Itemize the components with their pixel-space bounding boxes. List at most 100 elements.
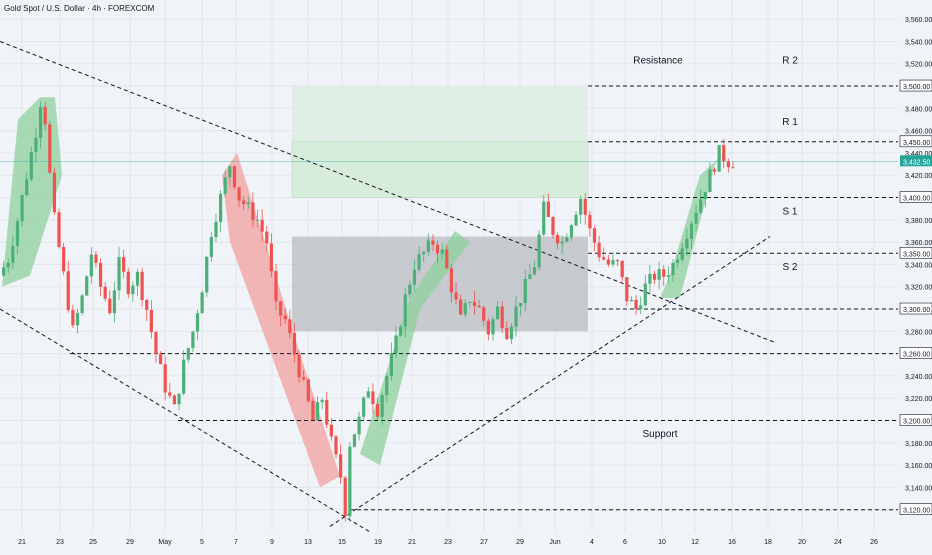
candle-body <box>680 248 684 260</box>
candle-body <box>509 326 514 340</box>
candle-body <box>375 404 380 417</box>
candle-body <box>357 416 361 435</box>
candle-body <box>186 348 190 360</box>
candle-body <box>283 315 287 320</box>
candle-body <box>482 307 486 321</box>
candle-body <box>348 446 352 517</box>
candle-body <box>11 245 15 263</box>
candle-body <box>417 254 421 270</box>
candle-body <box>140 271 144 300</box>
candle-body <box>306 379 310 402</box>
candle-body <box>218 193 223 222</box>
candle-body <box>112 290 117 314</box>
level-price-label: 3,120.00 <box>903 508 930 515</box>
candle-body <box>495 306 500 320</box>
candle-body <box>523 279 527 304</box>
y-tick-label: 3,420.00 <box>905 173 932 180</box>
candle-body <box>472 301 477 306</box>
chart-title: Gold Spot / U.S. Dollar · 4h · FOREXCOM <box>4 4 155 13</box>
candle-body <box>731 167 735 169</box>
candle-body <box>712 169 717 172</box>
candle-body <box>311 401 315 421</box>
x-tick-label: 7 <box>234 539 238 546</box>
candle-body <box>209 237 213 257</box>
y-tick-label: 3,360.00 <box>905 240 932 247</box>
candle-body <box>237 187 241 201</box>
x-tick-label: 4 <box>590 539 594 546</box>
candle-body <box>352 434 357 447</box>
candle-body <box>389 353 393 377</box>
y-tick-label: 3,520.00 <box>905 62 932 69</box>
level-price-box <box>899 347 932 359</box>
level-price-box <box>899 191 932 203</box>
candle-body <box>648 273 652 284</box>
candle-body <box>279 301 283 316</box>
candle-body <box>62 246 66 272</box>
candle-body <box>108 298 112 314</box>
current-price-box <box>900 155 932 167</box>
candle-body <box>597 242 601 258</box>
x-tick-label: 23 <box>444 539 452 546</box>
y-tick-label: 3,140.00 <box>905 485 932 492</box>
candle-body <box>288 319 292 333</box>
candle-body <box>334 436 338 455</box>
candle-body <box>588 214 592 229</box>
candle-body <box>191 331 195 349</box>
candle-body <box>195 313 200 332</box>
candle-body <box>292 332 297 355</box>
candle-body <box>422 251 426 255</box>
candle-body <box>117 257 121 291</box>
candle-body <box>394 335 398 354</box>
s1-annotation: S 1 <box>782 206 797 217</box>
candle-body <box>542 201 546 235</box>
candle-body <box>726 161 730 168</box>
candle-body <box>620 260 624 278</box>
level-price-label: 3,400.00 <box>903 196 930 203</box>
level-price-label: 3,450.00 <box>903 140 930 147</box>
candle-body <box>671 263 675 276</box>
candle-body <box>145 299 149 310</box>
y-tick-label: 3,460.00 <box>905 129 932 136</box>
candle-body <box>565 237 569 242</box>
candle-body <box>48 124 52 173</box>
candle-body <box>135 271 140 286</box>
candle-body <box>440 249 444 254</box>
candle-body <box>214 221 218 238</box>
candle-body <box>555 234 560 244</box>
y-tick-label: 3,540.00 <box>905 39 932 46</box>
candle-body <box>98 262 103 287</box>
candle-body <box>25 179 29 196</box>
resistance-annotation: Resistance <box>633 56 683 67</box>
candle-body <box>629 299 634 302</box>
candle-body <box>532 267 537 275</box>
resistance-zone-inner <box>291 141 589 198</box>
candle-body <box>260 219 264 232</box>
y-tick-label: 3,380.00 <box>905 218 932 225</box>
candle-body <box>265 231 269 244</box>
candle-body <box>380 395 384 417</box>
level-price-label: 3,260.00 <box>903 352 930 359</box>
level-price-box <box>899 79 932 92</box>
candle-body <box>6 262 10 268</box>
candle-body <box>431 240 435 245</box>
x-tick-label: 12 <box>691 539 699 546</box>
candle-body <box>34 137 38 152</box>
x-tick-label: 23 <box>56 539 64 546</box>
candle-body <box>486 320 490 335</box>
x-tick-label: 13 <box>304 539 312 546</box>
candle-body <box>662 269 666 277</box>
x-tick-label: 29 <box>516 539 524 546</box>
candle-body <box>297 354 301 378</box>
candle-body <box>75 312 80 326</box>
candle-body <box>343 477 347 517</box>
candle-body <box>602 257 606 260</box>
candle-body <box>463 302 467 315</box>
y-tick-label: 3,160.00 <box>905 463 932 470</box>
candle-body <box>528 274 532 280</box>
y-tick-label: 3,240.00 <box>905 374 932 381</box>
candle-body <box>537 234 541 268</box>
candle-body <box>371 391 375 405</box>
level-price-label: 3,500.00 <box>903 84 930 91</box>
r1-annotation: R 1 <box>782 117 798 128</box>
